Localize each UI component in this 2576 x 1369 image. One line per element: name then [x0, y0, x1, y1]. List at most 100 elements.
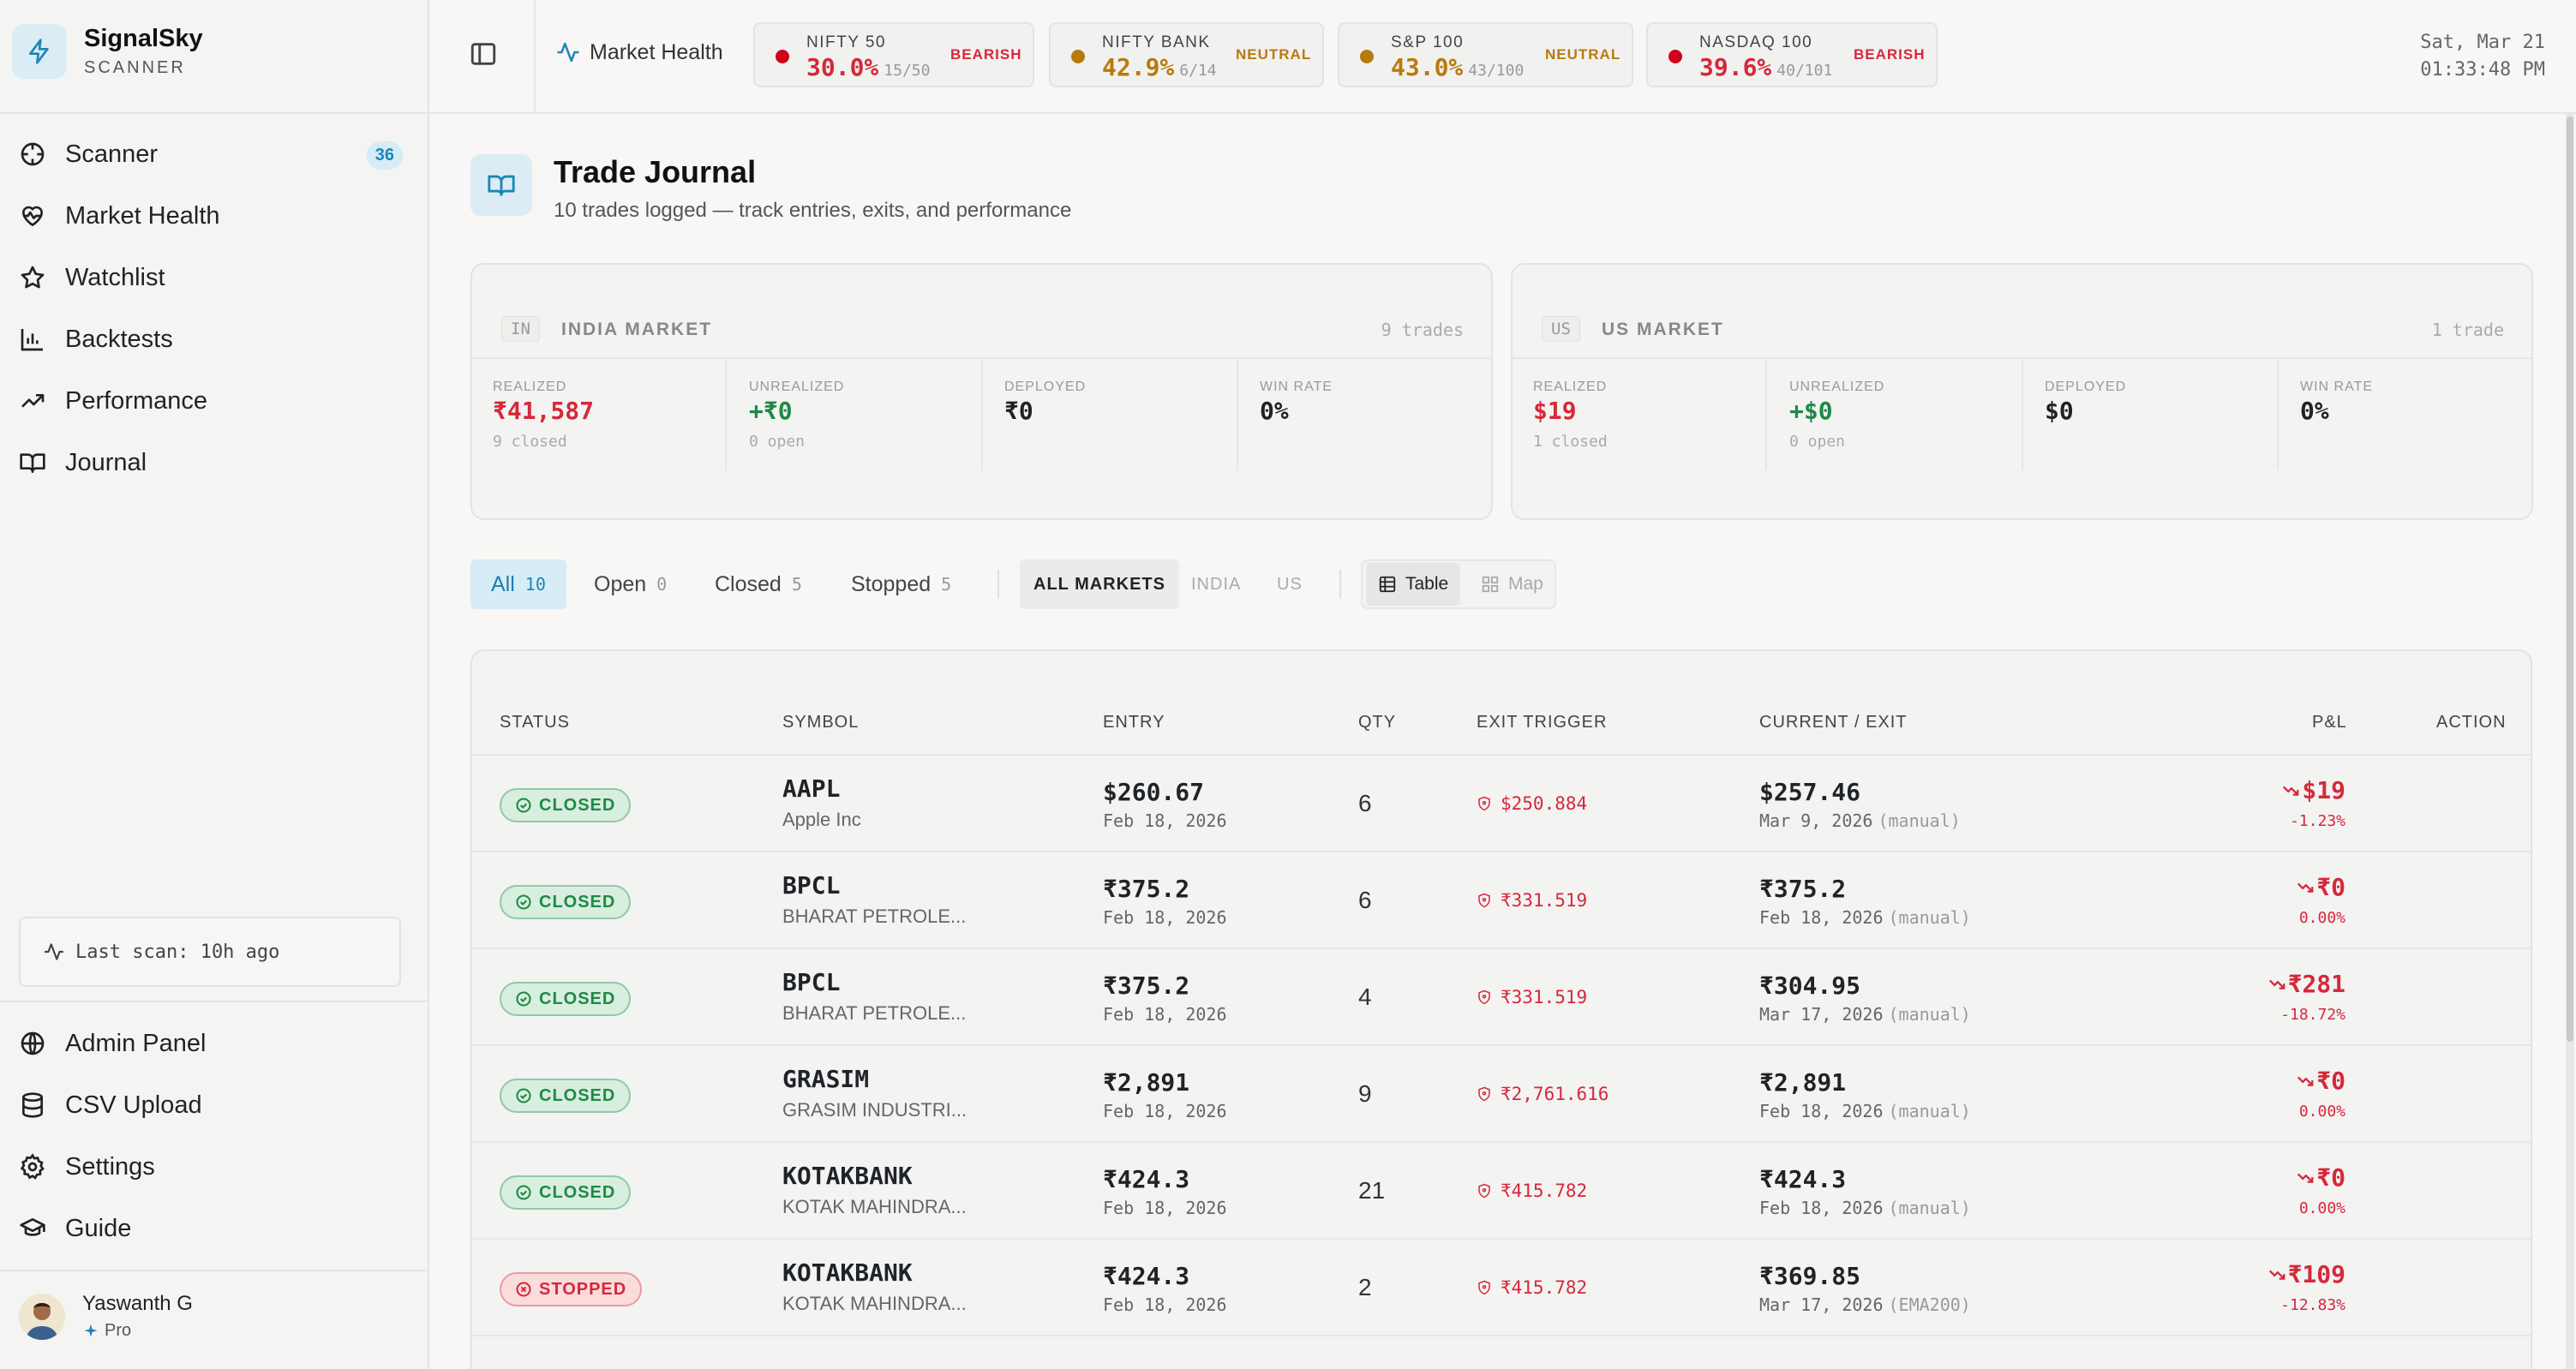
- brand[interactable]: SignalSky SCANNER: [12, 24, 203, 79]
- sidebar-item-label: Admin Panel: [65, 1029, 207, 1057]
- filter-label: Closed: [715, 571, 782, 596]
- sidebar-item-scanner[interactable]: Scanner 36: [19, 123, 403, 185]
- column-header-current-exit[interactable]: CURRENT / EXIT: [1759, 713, 1908, 732]
- trades-table: STATUS SYMBOL ENTRY QTY EXIT TRIGGER CUR…: [470, 649, 2532, 1369]
- shield-icon: [1478, 1183, 1490, 1199]
- page-title: Trade Journal: [554, 154, 757, 189]
- table-row[interactable]: CLOSED GRASIM GRASIM INDUSTRI... ₹2,891 …: [472, 1046, 2531, 1143]
- avatar: [19, 1293, 65, 1340]
- filter-open[interactable]: Open 0: [573, 559, 687, 609]
- user-plan: Pro: [105, 1321, 132, 1340]
- view-map-button[interactable]: Map: [1469, 563, 1555, 606]
- sidebar-item-journal[interactable]: Journal: [19, 432, 403, 493]
- market-filter-all[interactable]: ALL MARKETS: [1020, 559, 1179, 609]
- sidebar-item-watchlist[interactable]: Watchlist: [19, 247, 403, 308]
- entry-price: ₹2,891: [1103, 1068, 1190, 1097]
- column-header-exit-trigger[interactable]: EXIT TRIGGER: [1477, 713, 1608, 732]
- scrollbar-thumb[interactable]: [2567, 117, 2573, 1042]
- bar-chart-icon: [21, 329, 43, 351]
- sidebar-item-label: Market Health: [65, 201, 220, 230]
- sidebar-item-performance[interactable]: Performance: [19, 370, 403, 432]
- market-code: US: [1542, 316, 1580, 342]
- view-table-button[interactable]: Table: [1366, 563, 1461, 606]
- table-row[interactable]: CLOSED BPCL BHARAT PETROLE... ₹375.2 Feb…: [472, 852, 2531, 949]
- market-filter-us[interactable]: US: [1277, 574, 1303, 594]
- heart-pulse-icon: [22, 206, 43, 226]
- index-name: NIFTY 50: [806, 33, 886, 51]
- market-health-link[interactable]: Market Health: [555, 39, 723, 65]
- status-dot: [1360, 50, 1374, 63]
- shield-icon: [1478, 1280, 1490, 1295]
- entry-date: Feb 18, 2026: [1103, 1101, 1227, 1121]
- company-name: Apple Inc: [782, 809, 861, 830]
- current-price: ₹375.2: [1759, 875, 1847, 903]
- status-dot: [1071, 50, 1085, 63]
- sidebar-item-guide[interactable]: Guide: [19, 1198, 403, 1259]
- filter-stopped[interactable]: Stopped 5: [830, 559, 972, 609]
- scanner-count-badge: 36: [366, 141, 403, 170]
- last-scan-status: Last scan: 10h ago: [19, 917, 401, 987]
- index-card-nasdaq-100[interactable]: NASDAQ 100 39.6% 40/101 BEARISH: [1646, 22, 1938, 87]
- check-circle-icon: [516, 894, 531, 910]
- table-row[interactable]: CLOSED BPCL BHARAT PETROLE... ₹375.2 Feb…: [472, 949, 2531, 1046]
- filter-count: 5: [941, 574, 952, 595]
- index-card-nifty-50[interactable]: NIFTY 50 30.0% 15/50 BEARISH: [753, 22, 1034, 87]
- activity-icon: [557, 42, 579, 63]
- divider: [0, 1001, 428, 1002]
- column-header-status[interactable]: STATUS: [500, 713, 570, 732]
- current-price: ₹369.85: [1759, 1262, 1861, 1290]
- sidebar-item-backtests[interactable]: Backtests: [19, 308, 403, 370]
- filter-closed[interactable]: Closed 5: [694, 559, 823, 609]
- stat-value: ₹0: [1004, 397, 1033, 425]
- graduation-cap-icon: [20, 1218, 45, 1236]
- user-profile[interactable]: Yaswanth G Pro: [19, 1292, 193, 1341]
- stat-deployed: DEPLOYED ₹0: [984, 359, 1238, 470]
- sidebar-toggle-button[interactable]: [469, 39, 503, 70]
- index-card-nifty-bank[interactable]: NIFTY BANK 42.9% 6/14 NEUTRAL: [1049, 22, 1324, 87]
- column-header-pl[interactable]: P&L: [2312, 713, 2347, 732]
- sidebar-item-csv-upload[interactable]: CSV Upload: [19, 1074, 403, 1136]
- quantity: 6: [1358, 887, 1372, 913]
- entry-price: ₹424.3: [1103, 1165, 1190, 1193]
- quantity: 6: [1358, 790, 1372, 816]
- column-header-qty[interactable]: QTY: [1358, 713, 1397, 732]
- exit-trigger: ₹2,761.616: [1477, 1084, 1609, 1104]
- activity-icon: [45, 943, 63, 960]
- lightning-icon: [12, 24, 67, 79]
- filter-all[interactable]: All 10: [470, 559, 566, 609]
- filter-label: Open: [594, 571, 647, 596]
- table-row[interactable]: CLOSED KOTAKBANK KOTAK MAHINDRA... ₹424.…: [472, 1143, 2531, 1240]
- divider: [1339, 570, 1341, 599]
- pnl-value: ₹0: [2296, 873, 2345, 901]
- company-name: KOTAK MAHINDRA...: [782, 1196, 967, 1217]
- trending-down-icon: [2297, 882, 2314, 893]
- table-row[interactable]: STOPPED KOTAKBANK KOTAK MAHINDRA... ₹424…: [472, 1240, 2531, 1336]
- trending-down-icon: [2283, 786, 2299, 796]
- pnl-value: ₹109: [2267, 1260, 2345, 1288]
- index-card-sp-100[interactable]: S&P 100 43.0% 43/100 NEUTRAL: [1338, 22, 1633, 87]
- column-header-symbol[interactable]: SYMBOL: [782, 713, 860, 732]
- exit-trigger: ₹331.519: [1477, 987, 1587, 1007]
- column-header-action: ACTION: [2436, 713, 2507, 732]
- sidebar-item-settings[interactable]: Settings: [19, 1136, 403, 1198]
- status-badge: STOPPED: [500, 1272, 643, 1306]
- market-health-label: Market Health: [590, 39, 723, 64]
- index-name: NASDAQ 100: [1699, 33, 1813, 51]
- last-scan-text: Last scan: 10h ago: [75, 941, 280, 963]
- trending-down-icon: [2297, 1173, 2314, 1183]
- quantity: 21: [1358, 1177, 1386, 1204]
- sidebar-item-admin-panel[interactable]: Admin Panel: [19, 1013, 403, 1074]
- sidebar-item-label: Performance: [65, 386, 208, 415]
- column-header-entry[interactable]: ENTRY: [1103, 713, 1165, 732]
- sidebar-item-market-health[interactable]: Market Health: [19, 185, 403, 247]
- quantity: 2: [1358, 1274, 1372, 1300]
- market-filter-india[interactable]: INDIA: [1191, 574, 1242, 594]
- table-row[interactable]: CLOSED AAPL Apple Inc $260.67 Feb 18, 20…: [472, 756, 2531, 852]
- divider: [472, 754, 2531, 756]
- india-market-card: IN INDIA MARKET 9 trades REALIZED ₹41,58…: [470, 263, 1493, 520]
- stat-value: $19: [1533, 397, 1577, 425]
- brand-subtitle: SCANNER: [84, 58, 186, 77]
- stat-label: WIN RATE: [1260, 380, 1333, 394]
- stat-value: ₹41,587: [493, 397, 595, 425]
- index-percent: 42.9%: [1102, 53, 1175, 81]
